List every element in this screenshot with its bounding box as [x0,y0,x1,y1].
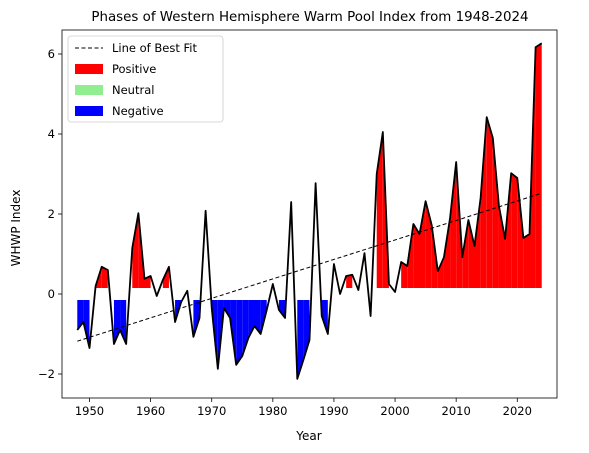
negative-fill [254,300,261,334]
positive-fill [511,173,518,288]
negative-fill [83,300,90,348]
positive-fill [517,178,524,288]
chart-title: Phases of Western Hemisphere Warm Pool I… [91,10,528,25]
legend-label: Line of Best Fit [112,41,197,55]
legend-label: Neutral [112,83,154,97]
x-tick-label: 1990 [319,404,348,418]
negative-fill [278,300,286,318]
positive-fill [486,117,493,288]
x-axis-label: Year [295,429,321,443]
x-tick-label: 1960 [136,404,165,418]
positive-fill [523,234,530,288]
negative-fill [236,300,243,365]
y-axis-label: WHWP Index [9,190,23,267]
negative-fill [77,300,84,330]
legend-label: Negative [112,104,164,118]
positive-fill [437,257,444,288]
y-tick-label: 6 [48,47,55,61]
negative-fill [193,300,200,337]
positive-fill [401,262,408,288]
negative-fill [303,300,310,360]
positive-fill [419,201,426,288]
x-tick-label: 1950 [75,404,104,418]
positive-fill [101,266,108,288]
positive-fill [480,117,487,288]
positive-fill [376,132,383,288]
positive-fill [413,224,420,288]
negative-fill [223,300,231,318]
plot-area [76,42,543,380]
whwp-index-line [76,42,543,380]
y-tick-label: 4 [48,127,55,141]
x-tick-label: 1970 [197,404,226,418]
axes: 1950 1960 1970 1980 1990 2000 2010 2020 −2 0 2 4 6 [38,29,558,418]
positive-fill [474,198,481,288]
positive-fill [535,43,542,289]
positive-fill [492,138,499,288]
positive-fill [498,206,506,288]
legend-swatch-neutral [75,85,103,95]
positive-fill [450,162,457,288]
negative-fill [297,300,304,379]
y-tick-label: −2 [38,367,55,381]
positive-fill [443,218,451,288]
positive-fill [462,220,469,288]
legend: Line of Best Fit Positive Neutral Negative [67,35,224,123]
legend-swatch-negative [75,106,103,116]
positive-fill [346,274,353,288]
x-tick-label: 2000 [380,404,409,418]
y-tick-label: 2 [48,207,55,221]
positive-fill [425,201,432,288]
x-tick-label: 2020 [503,404,532,418]
positive-fill [505,173,512,288]
y-tick-label: 0 [48,287,55,301]
negative-fill [321,300,328,334]
legend-label: Positive [112,62,156,76]
x-tick-label: 1980 [258,404,287,418]
x-tick-label: 2010 [442,404,471,418]
legend-box [67,35,224,123]
positive-fill [132,213,139,288]
positive-fill [468,220,475,288]
best-fit-line [77,192,542,342]
legend-swatch-positive [75,64,103,74]
